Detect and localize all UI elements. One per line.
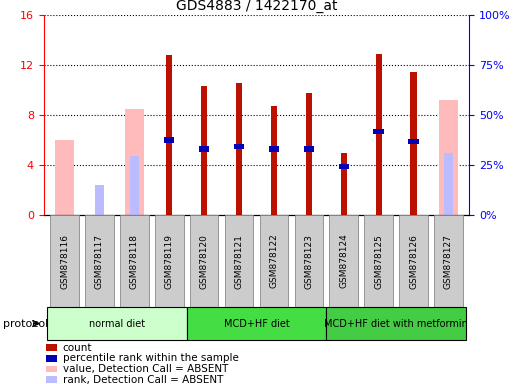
Bar	[187, 307, 326, 340]
Bar	[294, 215, 323, 307]
Text: GSM878117: GSM878117	[95, 233, 104, 289]
Bar	[271, 106, 277, 215]
Bar	[434, 215, 463, 307]
Bar	[269, 146, 279, 152]
Text: value, Detection Call = ABSENT: value, Detection Call = ABSENT	[63, 364, 228, 374]
Bar	[364, 215, 393, 307]
Text: percentile rank within the sample: percentile rank within the sample	[63, 353, 239, 363]
Bar	[166, 55, 172, 215]
Title: GDS4883 / 1422170_at: GDS4883 / 1422170_at	[176, 0, 337, 13]
Bar	[201, 86, 207, 215]
Bar	[164, 137, 174, 143]
Bar	[439, 100, 458, 215]
Bar	[120, 215, 149, 307]
Bar	[190, 215, 219, 307]
Bar	[50, 215, 79, 307]
Bar	[225, 215, 253, 307]
Bar	[125, 109, 144, 215]
Text: GSM878121: GSM878121	[234, 234, 244, 288]
Bar	[155, 215, 184, 307]
Bar	[236, 83, 242, 215]
Text: MCD+HF diet with metformin: MCD+HF diet with metformin	[324, 318, 468, 329]
Text: GSM878126: GSM878126	[409, 234, 418, 288]
Text: protocol: protocol	[3, 318, 48, 329]
Text: count: count	[63, 343, 92, 353]
Text: GSM878122: GSM878122	[269, 234, 279, 288]
Bar	[234, 144, 244, 149]
Bar	[408, 139, 419, 144]
Text: GSM878119: GSM878119	[165, 233, 174, 289]
Text: GSM878120: GSM878120	[200, 234, 209, 288]
Text: normal diet: normal diet	[89, 318, 145, 329]
Text: GSM878124: GSM878124	[339, 234, 348, 288]
Text: GSM878125: GSM878125	[374, 234, 383, 288]
Text: rank, Detection Call = ABSENT: rank, Detection Call = ABSENT	[63, 375, 223, 384]
Bar	[444, 152, 453, 215]
Bar	[130, 156, 139, 215]
Text: GSM878127: GSM878127	[444, 234, 453, 288]
Bar	[304, 146, 314, 152]
Bar	[95, 185, 104, 215]
Text: GSM878116: GSM878116	[60, 233, 69, 289]
Bar	[410, 71, 417, 215]
Bar	[260, 215, 288, 307]
Bar	[85, 215, 114, 307]
Bar	[326, 307, 466, 340]
Bar	[55, 140, 74, 215]
Bar	[373, 129, 384, 134]
Bar	[376, 54, 382, 215]
Bar	[341, 152, 347, 215]
Text: GSM878118: GSM878118	[130, 233, 139, 289]
Bar	[47, 307, 187, 340]
Bar	[339, 164, 349, 169]
Bar	[306, 93, 312, 215]
Text: GSM878123: GSM878123	[304, 234, 313, 288]
Bar	[199, 146, 209, 152]
Text: MCD+HF diet: MCD+HF diet	[224, 318, 289, 329]
Bar	[399, 215, 428, 307]
Bar	[329, 215, 358, 307]
